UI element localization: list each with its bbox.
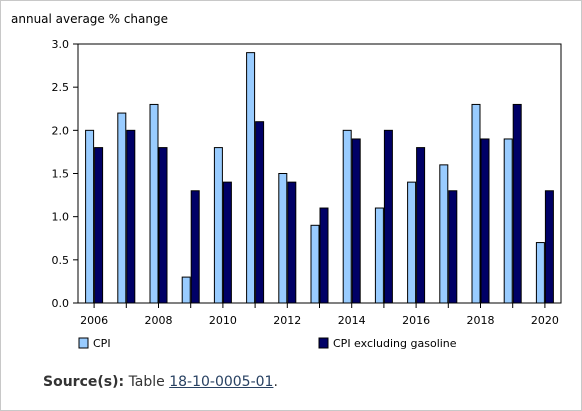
source-note: Source(s): Table 18-10-0005-01. xyxy=(43,374,278,390)
bar-cpi xyxy=(181,276,191,304)
legend-label: CPI xyxy=(93,337,111,350)
bar-cpi-excluding-gasoline xyxy=(255,121,265,304)
y-tick-label: 2.5 xyxy=(52,81,70,94)
bar-cpi-excluding-gasoline xyxy=(319,207,329,304)
bar-cpi-excluding-gasoline xyxy=(383,129,393,304)
bar-cpi-excluding-gasoline xyxy=(512,103,522,304)
bar-cpi-excluding-gasoline xyxy=(544,190,554,304)
bar-cpi xyxy=(535,242,545,304)
x-tick-label: 2010 xyxy=(209,314,237,327)
bars xyxy=(85,52,554,304)
y-tick-label: 3.0 xyxy=(52,38,70,51)
bar-cpi xyxy=(503,138,513,304)
x-tick-label: 2006 xyxy=(80,314,108,327)
legend-swatch xyxy=(78,337,89,349)
x-tick-label: 2014 xyxy=(338,314,366,327)
bar-cpi xyxy=(310,224,320,304)
bar-cpi-excluding-gasoline xyxy=(480,138,490,304)
bar-cpi-excluding-gasoline xyxy=(416,147,426,304)
bar-cpi-excluding-gasoline xyxy=(448,190,458,304)
bar-cpi-excluding-gasoline xyxy=(126,129,136,304)
bar-cpi xyxy=(439,164,449,304)
y-tick-label: 1.0 xyxy=(52,211,70,224)
legend-swatch xyxy=(318,337,329,349)
y-tick-label: 0.0 xyxy=(52,297,70,310)
x-tick-label: 2018 xyxy=(467,314,495,327)
y-tick-label: 2.0 xyxy=(52,124,70,137)
source-label: Source(s): xyxy=(43,374,125,390)
bar-cpi-excluding-gasoline xyxy=(190,190,200,304)
legend: CPI CPI excluding gasoline xyxy=(78,337,457,350)
bar-cpi-excluding-gasoline xyxy=(158,147,168,304)
x-tick-label: 2012 xyxy=(273,314,301,327)
axes: 0.0 0.5 1.0 1.5 2.0 2.5 3.0 2006 2008 2010 2012 201… xyxy=(52,38,562,327)
bar-cpi xyxy=(342,129,352,304)
y-tick-label: 0.5 xyxy=(52,254,70,267)
source-suffix: . xyxy=(273,374,278,390)
source-text: Table xyxy=(128,374,165,390)
bar-cpi xyxy=(117,112,127,304)
x-tick-label: 2016 xyxy=(402,314,430,327)
bar-cpi xyxy=(85,129,95,304)
bar-cpi xyxy=(471,103,481,304)
bar-chart: annual average % change 0.0 0.5 1.0 1.5 2.0 2… xyxy=(11,12,562,350)
legend-label: CPI excluding gasoline xyxy=(333,337,457,350)
bar-cpi xyxy=(149,103,159,304)
bar-cpi-excluding-gasoline xyxy=(287,181,297,304)
bar-cpi-excluding-gasoline xyxy=(94,147,104,304)
source-table-link[interactable]: 18-10-0005-01 xyxy=(169,374,274,390)
bar-cpi xyxy=(407,181,417,304)
x-tick-label: 2008 xyxy=(145,314,173,327)
y-tick-label: 1.5 xyxy=(52,168,70,181)
bar-cpi-excluding-gasoline xyxy=(222,181,232,304)
y-axis-title: annual average % change xyxy=(11,12,168,26)
bar-cpi xyxy=(278,173,288,304)
bar-cpi xyxy=(213,147,223,304)
bar-cpi-excluding-gasoline xyxy=(351,138,361,304)
bar-cpi xyxy=(246,52,256,304)
x-tick-label: 2020 xyxy=(531,314,559,327)
bar-cpi xyxy=(374,207,384,304)
